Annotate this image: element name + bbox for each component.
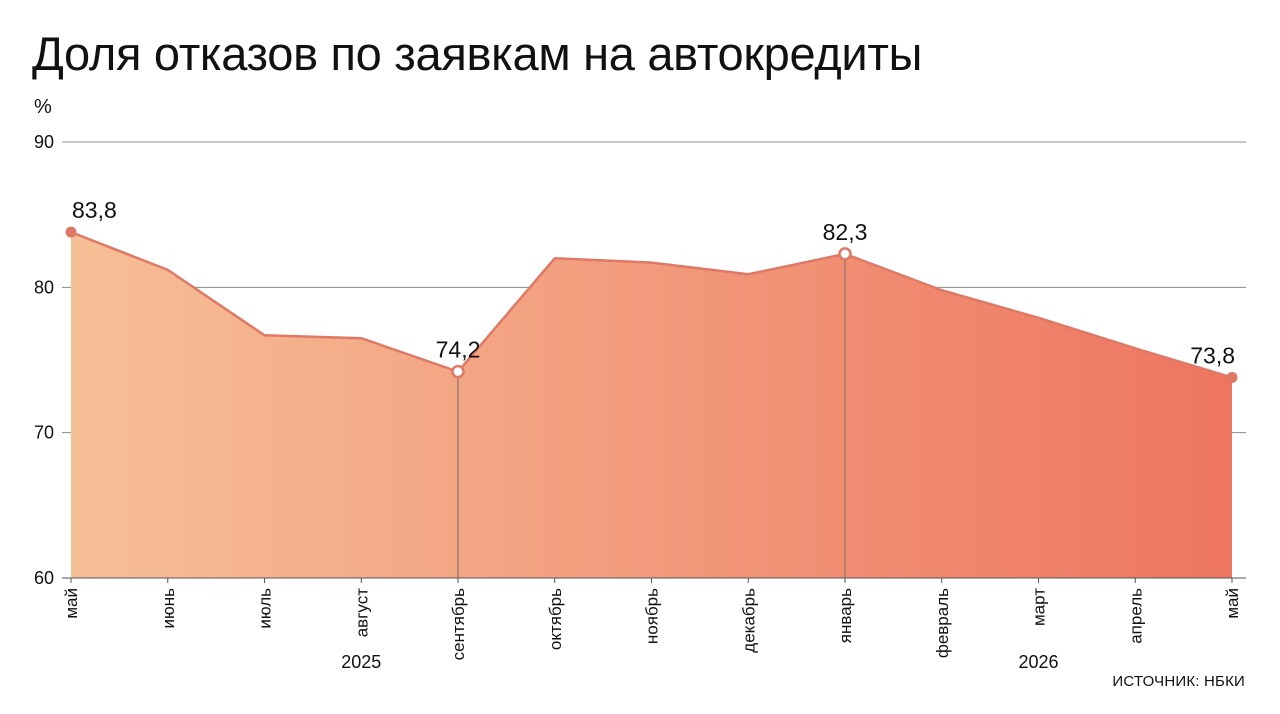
- x-tick-label: май: [1223, 588, 1242, 619]
- y-tick-label: 60: [34, 568, 54, 588]
- x-tick-label: апрель: [1126, 588, 1145, 644]
- x-tick-label: декабрь: [739, 588, 758, 653]
- data-label: 73,8: [1190, 342, 1235, 368]
- x-tick-label: ноябрь: [643, 588, 662, 644]
- x-tick-label: январь: [836, 588, 855, 643]
- x-tick-label: июль: [256, 588, 275, 629]
- chart-title: Доля отказов по заявкам на автокредиты: [32, 27, 923, 80]
- y-tick-label: 70: [34, 423, 54, 443]
- x-tick-label: март: [1030, 588, 1049, 626]
- x-tick-label: сентябрь: [449, 588, 468, 661]
- x-tick-label: август: [352, 588, 371, 637]
- source-note: ИСТОЧНИК: НБКИ: [1112, 673, 1245, 690]
- x-axis: май июнь июль август сентябрь октябрь ноябрь де…: [62, 578, 1242, 672]
- y-tick-label: 90: [34, 132, 54, 152]
- series-area: [71, 232, 1232, 578]
- data-label: 82,3: [823, 219, 868, 245]
- data-point-marker: [838, 247, 852, 261]
- data-point-marker: [65, 226, 77, 238]
- x-tick-label: октябрь: [546, 588, 565, 650]
- x-tick-label: февраль: [933, 588, 952, 658]
- data-label: 83,8: [72, 197, 117, 223]
- year-label: 2025: [341, 652, 381, 672]
- area-layer: [62, 230, 1246, 579]
- series-line: [70, 230, 1233, 379]
- data-point-marker: [1226, 371, 1238, 383]
- y-axis-unit-label: %: [34, 96, 52, 118]
- y-axis: 60 70 80 90: [34, 132, 54, 588]
- year-label: 2026: [1018, 652, 1058, 672]
- x-tick-label: июнь: [159, 588, 178, 629]
- data-point-marker: [451, 364, 465, 379]
- marker-layer: 83,8 74,2 82,3 73,8: [65, 197, 1238, 578]
- data-label: 74,2: [436, 337, 481, 363]
- x-tick-label: май: [62, 588, 81, 619]
- y-tick-label: 80: [34, 277, 54, 297]
